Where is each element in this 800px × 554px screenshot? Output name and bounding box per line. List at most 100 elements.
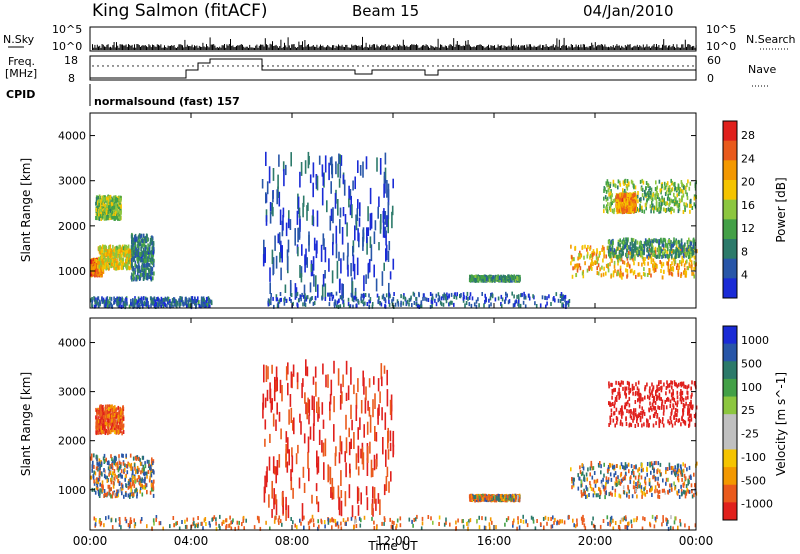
heatmap-cell bbox=[104, 214, 107, 219]
heatmap-cell bbox=[643, 247, 645, 252]
nsky-bar bbox=[224, 44, 225, 50]
heatmap-cell bbox=[534, 301, 536, 306]
heatmap-cell bbox=[684, 242, 686, 247]
heatmap-cell bbox=[388, 241, 391, 251]
nave-dot bbox=[627, 65, 629, 67]
heatmap-cell bbox=[115, 261, 118, 265]
heatmap-cell bbox=[445, 296, 447, 301]
heatmap-cell bbox=[369, 297, 372, 301]
heatmap-cell bbox=[328, 162, 330, 181]
nave-dot bbox=[662, 65, 664, 67]
heatmap-cell bbox=[597, 271, 600, 276]
heatmap-cell bbox=[107, 216, 109, 221]
heatmap-cell bbox=[688, 262, 691, 267]
heatmap-cell bbox=[662, 243, 665, 248]
heatmap-cell bbox=[631, 241, 633, 246]
heatmap-cell bbox=[612, 240, 614, 245]
heatmap-cell bbox=[101, 214, 104, 219]
heatmap-cell bbox=[400, 300, 402, 305]
heatmap-cell bbox=[121, 491, 123, 496]
nsky-bar bbox=[261, 44, 263, 50]
heatmap-cell bbox=[195, 304, 197, 309]
heatmap-cell bbox=[127, 256, 129, 261]
heatmap-cell bbox=[478, 303, 480, 308]
heatmap-cell bbox=[362, 227, 365, 240]
heatmap-cell bbox=[634, 185, 637, 190]
heatmap-cell bbox=[642, 196, 645, 201]
nsky-bar bbox=[686, 46, 687, 50]
heatmap-cell bbox=[348, 198, 350, 208]
nave-tick-bottom: 0 bbox=[707, 72, 714, 85]
heatmap-cell bbox=[694, 184, 697, 189]
heatmap-cell bbox=[653, 261, 656, 266]
heatmap-cell bbox=[440, 296, 443, 301]
heatmap-cell bbox=[106, 213, 108, 218]
nsky-bar bbox=[525, 47, 527, 50]
heatmap-cell bbox=[610, 198, 613, 203]
heatmap-cell bbox=[694, 248, 696, 253]
heatmap-cell bbox=[625, 268, 627, 273]
nsky-bar bbox=[664, 45, 666, 50]
nave-dot bbox=[427, 65, 429, 67]
heatmap-cell bbox=[579, 253, 582, 258]
heatmap-cell bbox=[385, 293, 388, 298]
nsky-bar bbox=[315, 46, 317, 50]
heatmap-cell bbox=[114, 202, 116, 206]
heatmap-cell bbox=[653, 266, 656, 271]
heatmap-cell bbox=[138, 237, 140, 242]
colorbar-segment bbox=[723, 278, 737, 299]
heatmap-cell bbox=[632, 194, 634, 199]
heatmap-cell bbox=[690, 247, 693, 252]
heatmap-cell bbox=[116, 266, 119, 271]
nsky-bar bbox=[550, 45, 552, 50]
heatmap-cell bbox=[134, 260, 137, 265]
heatmap-cell bbox=[111, 254, 113, 259]
nave-tick-top: 60 bbox=[707, 54, 721, 67]
heatmap-cell bbox=[374, 220, 377, 231]
heatmap-cell bbox=[144, 263, 146, 268]
heatmap-cell bbox=[402, 295, 405, 300]
heatmap-cell bbox=[481, 292, 483, 296]
heatmap-cell bbox=[631, 268, 633, 273]
nsky-bar bbox=[165, 47, 167, 50]
heatmap-cell bbox=[544, 295, 546, 300]
heatmap-cell bbox=[115, 202, 117, 207]
heatmap-cell bbox=[629, 195, 631, 200]
heatmap-cell bbox=[567, 302, 570, 307]
heatmap-cell bbox=[354, 291, 357, 296]
nave-dot bbox=[367, 65, 369, 67]
heatmap-cell bbox=[684, 207, 686, 212]
heatmap-cell bbox=[646, 239, 649, 244]
heatmap-cell bbox=[673, 208, 675, 213]
heatmap-cell bbox=[664, 239, 667, 244]
nsky-bar bbox=[682, 44, 684, 50]
heatmap-cell bbox=[615, 249, 617, 254]
nsky-bar bbox=[389, 45, 391, 50]
heatmap-cell bbox=[137, 268, 139, 273]
heatmap-cell bbox=[643, 244, 645, 248]
heatmap-cell bbox=[155, 302, 158, 307]
heatmap-cell bbox=[93, 481, 96, 486]
heatmap-cell bbox=[298, 207, 301, 218]
nave-dot bbox=[157, 65, 159, 67]
heatmap-cell bbox=[172, 304, 174, 309]
heatmap-cell bbox=[143, 254, 146, 259]
heatmap-cell bbox=[616, 272, 619, 276]
heatmap-cell bbox=[321, 284, 324, 300]
heatmap-cell bbox=[651, 239, 654, 244]
nsky-bar bbox=[188, 46, 189, 50]
heatmap-cell bbox=[151, 246, 154, 251]
heatmap-cell bbox=[563, 295, 566, 300]
heatmap-cell bbox=[269, 202, 272, 212]
nsky-bar bbox=[93, 47, 95, 50]
heatmap-cell bbox=[651, 248, 654, 253]
nsky-bar bbox=[687, 44, 689, 50]
heatmap-cell bbox=[631, 205, 634, 210]
heatmap-cell bbox=[500, 304, 503, 309]
heatmap-cell bbox=[603, 254, 605, 259]
heatmap-cell bbox=[690, 266, 693, 271]
heatmap-cell bbox=[106, 304, 109, 309]
heatmap-cell bbox=[617, 199, 620, 204]
heatmap-cell bbox=[640, 253, 643, 258]
nave-dot bbox=[672, 65, 674, 67]
